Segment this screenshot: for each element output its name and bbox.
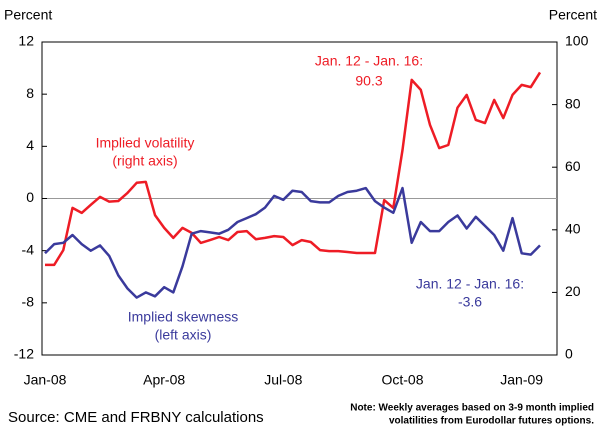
y2-axis-label: Percent [549,7,597,23]
x-tick-label: Apr-08 [143,372,185,388]
annotation: 90.3 [355,73,382,89]
source: Source: CME and FRBNY calculations [8,409,264,426]
series-line [44,186,541,299]
x-tick-label: Oct-08 [381,372,423,388]
series-note: (right axis) [112,153,177,169]
x-tick-label: Jan-09 [500,372,543,388]
y-axis-label: Percent [4,7,52,23]
annotation: -3.6 [458,294,482,310]
y2-tick-label: 0 [565,346,573,362]
y2-tick-label: 80 [565,95,581,111]
series-label: Implied volatility [96,135,195,151]
annotation: Jan. 12 - Jan. 16: [315,53,423,69]
note: Note: Weekly averages based on 3-9 month… [350,403,594,414]
y2-tick-label: 40 [565,221,581,237]
y2-tick-label: 100 [565,33,589,49]
x-tick-label: Jan-08 [24,372,67,388]
y-tick-label: 4 [26,137,34,153]
y-tick-label: 12 [18,33,34,49]
y2-tick-label: 20 [565,283,581,299]
y-tick-label: -4 [22,241,35,257]
series-label: Implied skewness [128,309,239,325]
y-tick-label: 8 [26,85,34,101]
note: volatilities from Eurodollar futures opt… [389,416,594,427]
series-line [45,71,542,267]
series-note: (left axis) [155,327,212,343]
y2-tick-label: 60 [565,158,581,174]
y-tick-label: 0 [26,189,34,205]
annotation: Jan. 12 - Jan. 16: [416,276,524,292]
y-tick-label: -12 [14,346,34,362]
y-tick-label: -8 [22,294,35,310]
x-tick-label: Jul-08 [264,372,302,388]
